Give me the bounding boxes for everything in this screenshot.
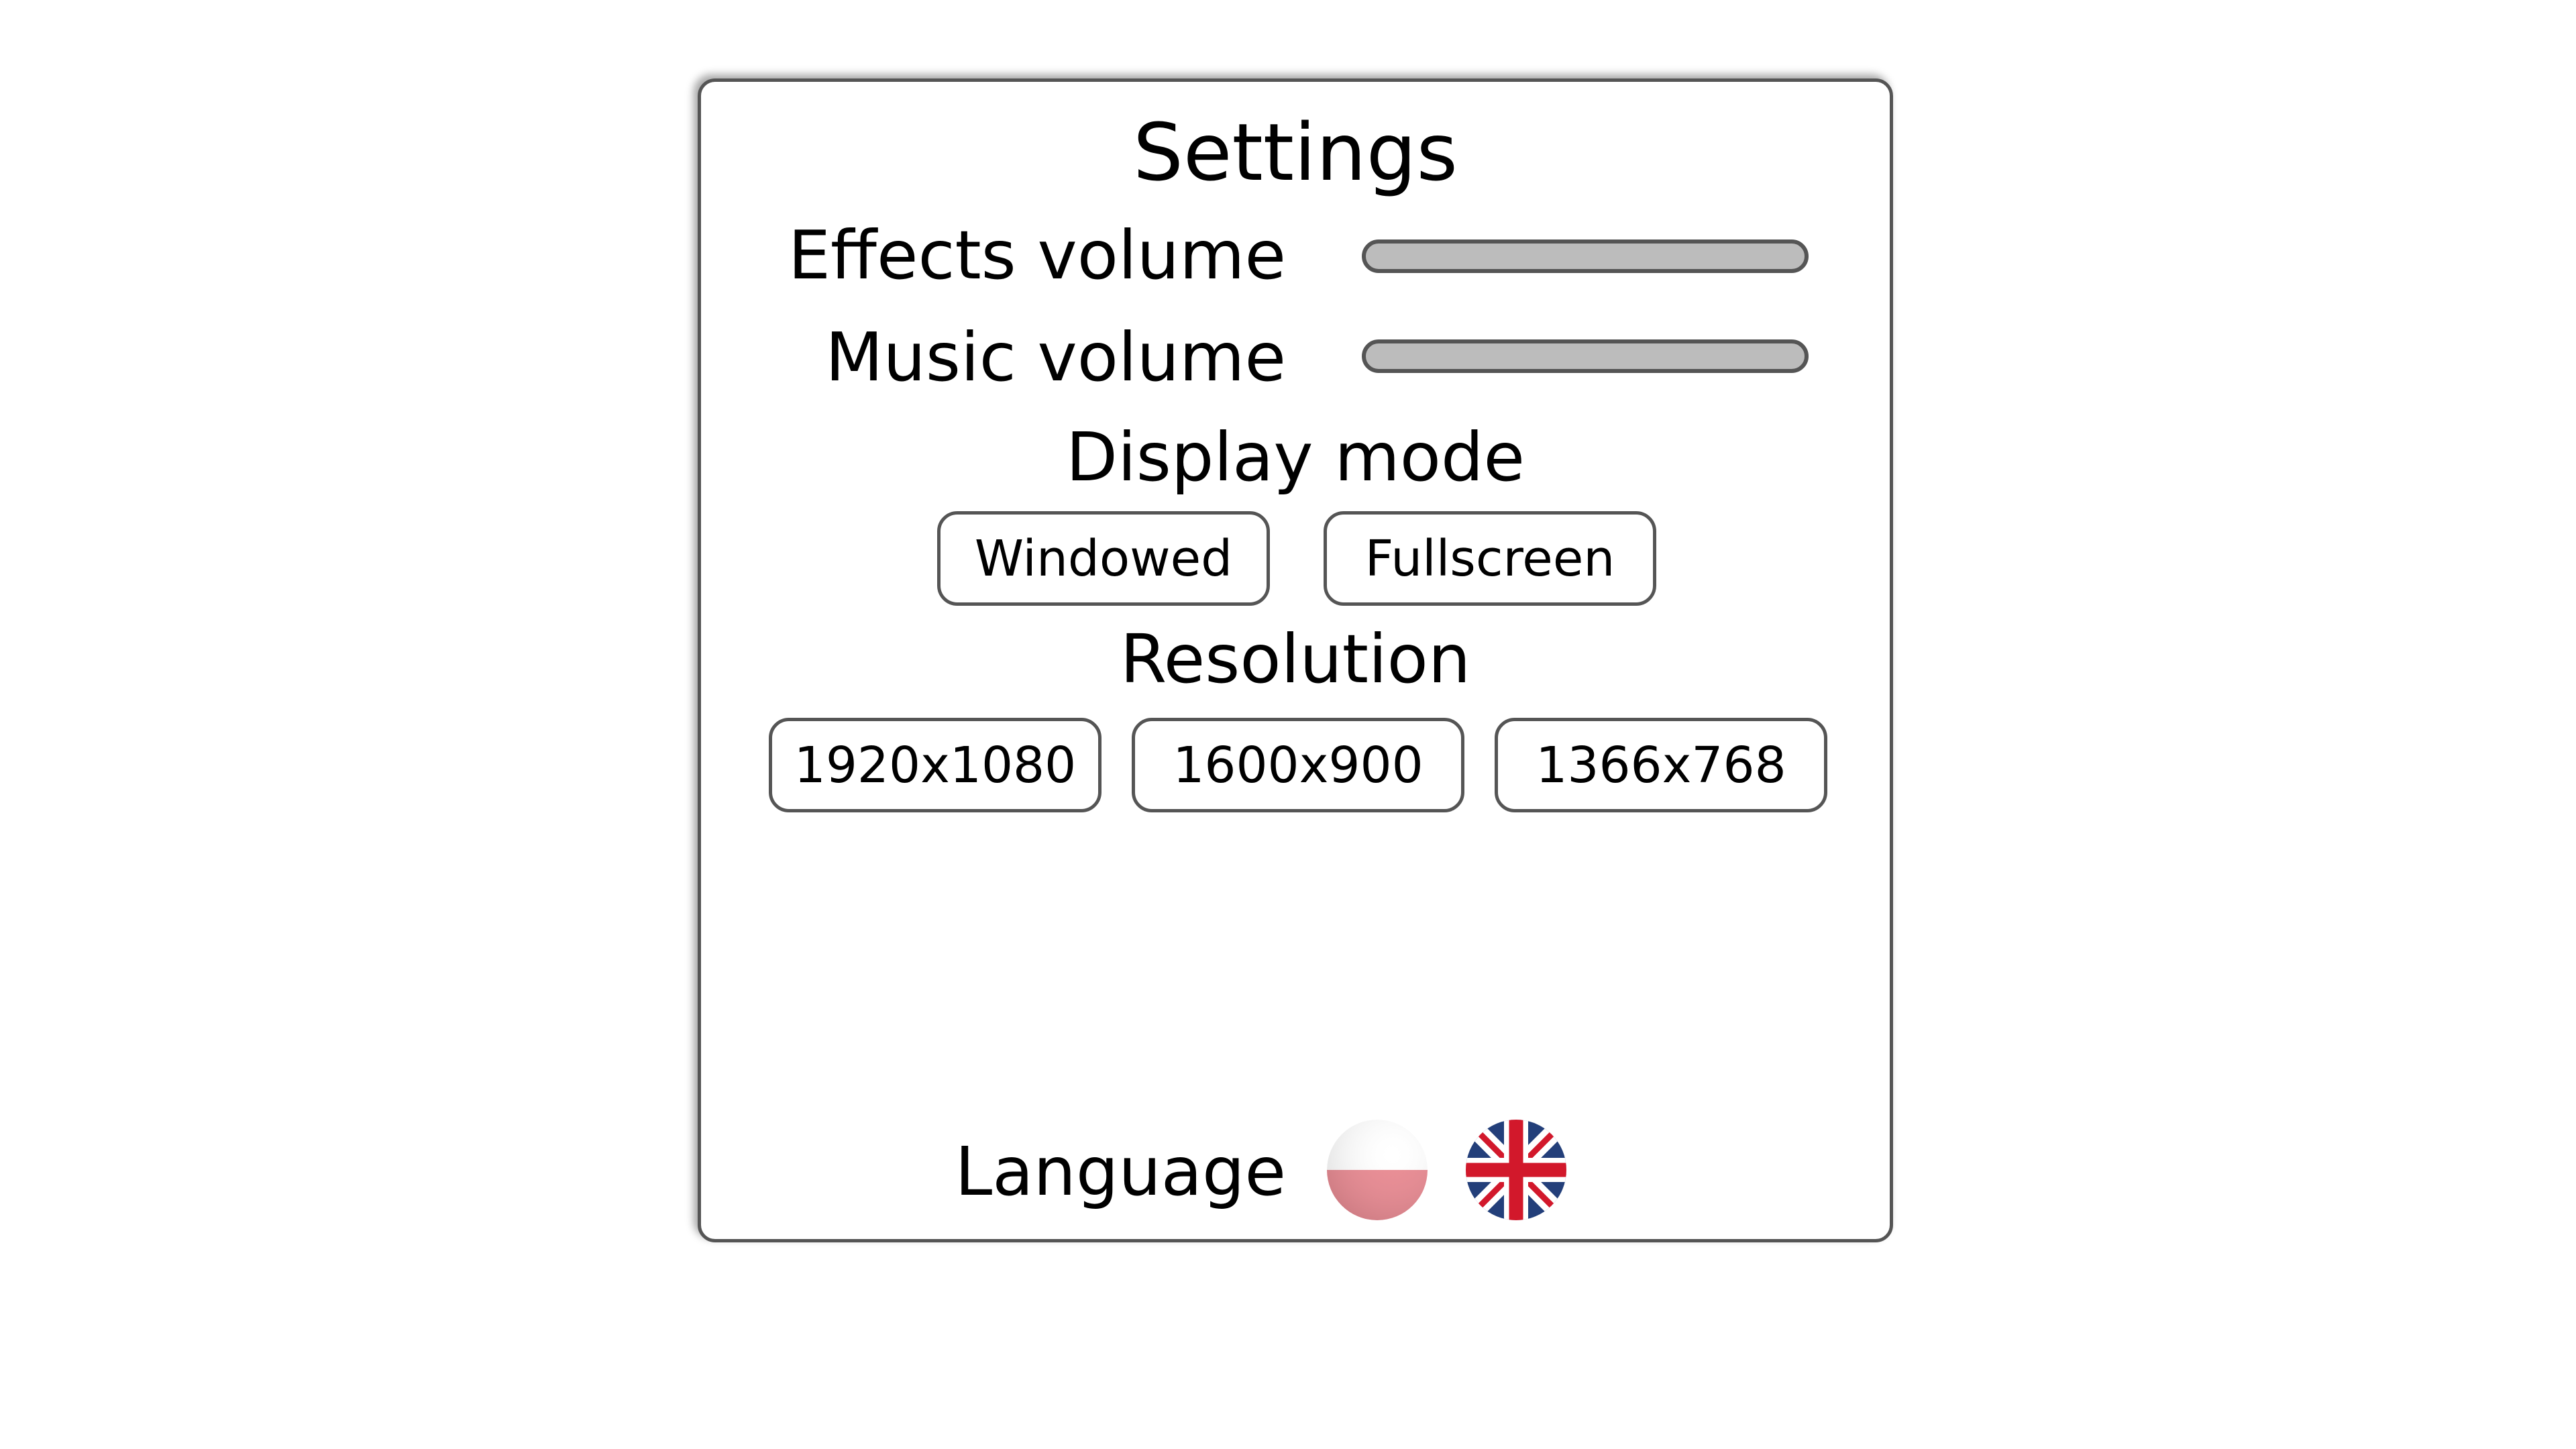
resolution-1366x768-button[interactable]: 1366x768 [1495, 718, 1827, 812]
display-mode-label: Display mode [1066, 418, 1525, 496]
settings-title: Settings [1133, 106, 1458, 199]
fullscreen-button[interactable]: Fullscreen [1324, 511, 1656, 606]
music-volume-label: Music volume [825, 318, 1286, 396]
windowed-button[interactable]: Windowed [937, 511, 1270, 606]
resolution-label: Resolution [1120, 620, 1471, 698]
resolution-1920x1080-button[interactable]: 1920x1080 [769, 718, 1102, 812]
polish-flag-icon[interactable] [1327, 1120, 1428, 1220]
effects-volume-label: Effects volume [788, 216, 1286, 294]
settings-panel: Settings Effects volume Music volume Dis… [698, 78, 1893, 1242]
music-volume-slider[interactable] [1362, 339, 1809, 373]
effects-volume-slider[interactable] [1362, 239, 1809, 273]
resolution-1600x900-button[interactable]: 1600x900 [1132, 718, 1464, 812]
uk-flag-icon[interactable] [1466, 1120, 1566, 1220]
language-label: Language [955, 1132, 1286, 1211]
